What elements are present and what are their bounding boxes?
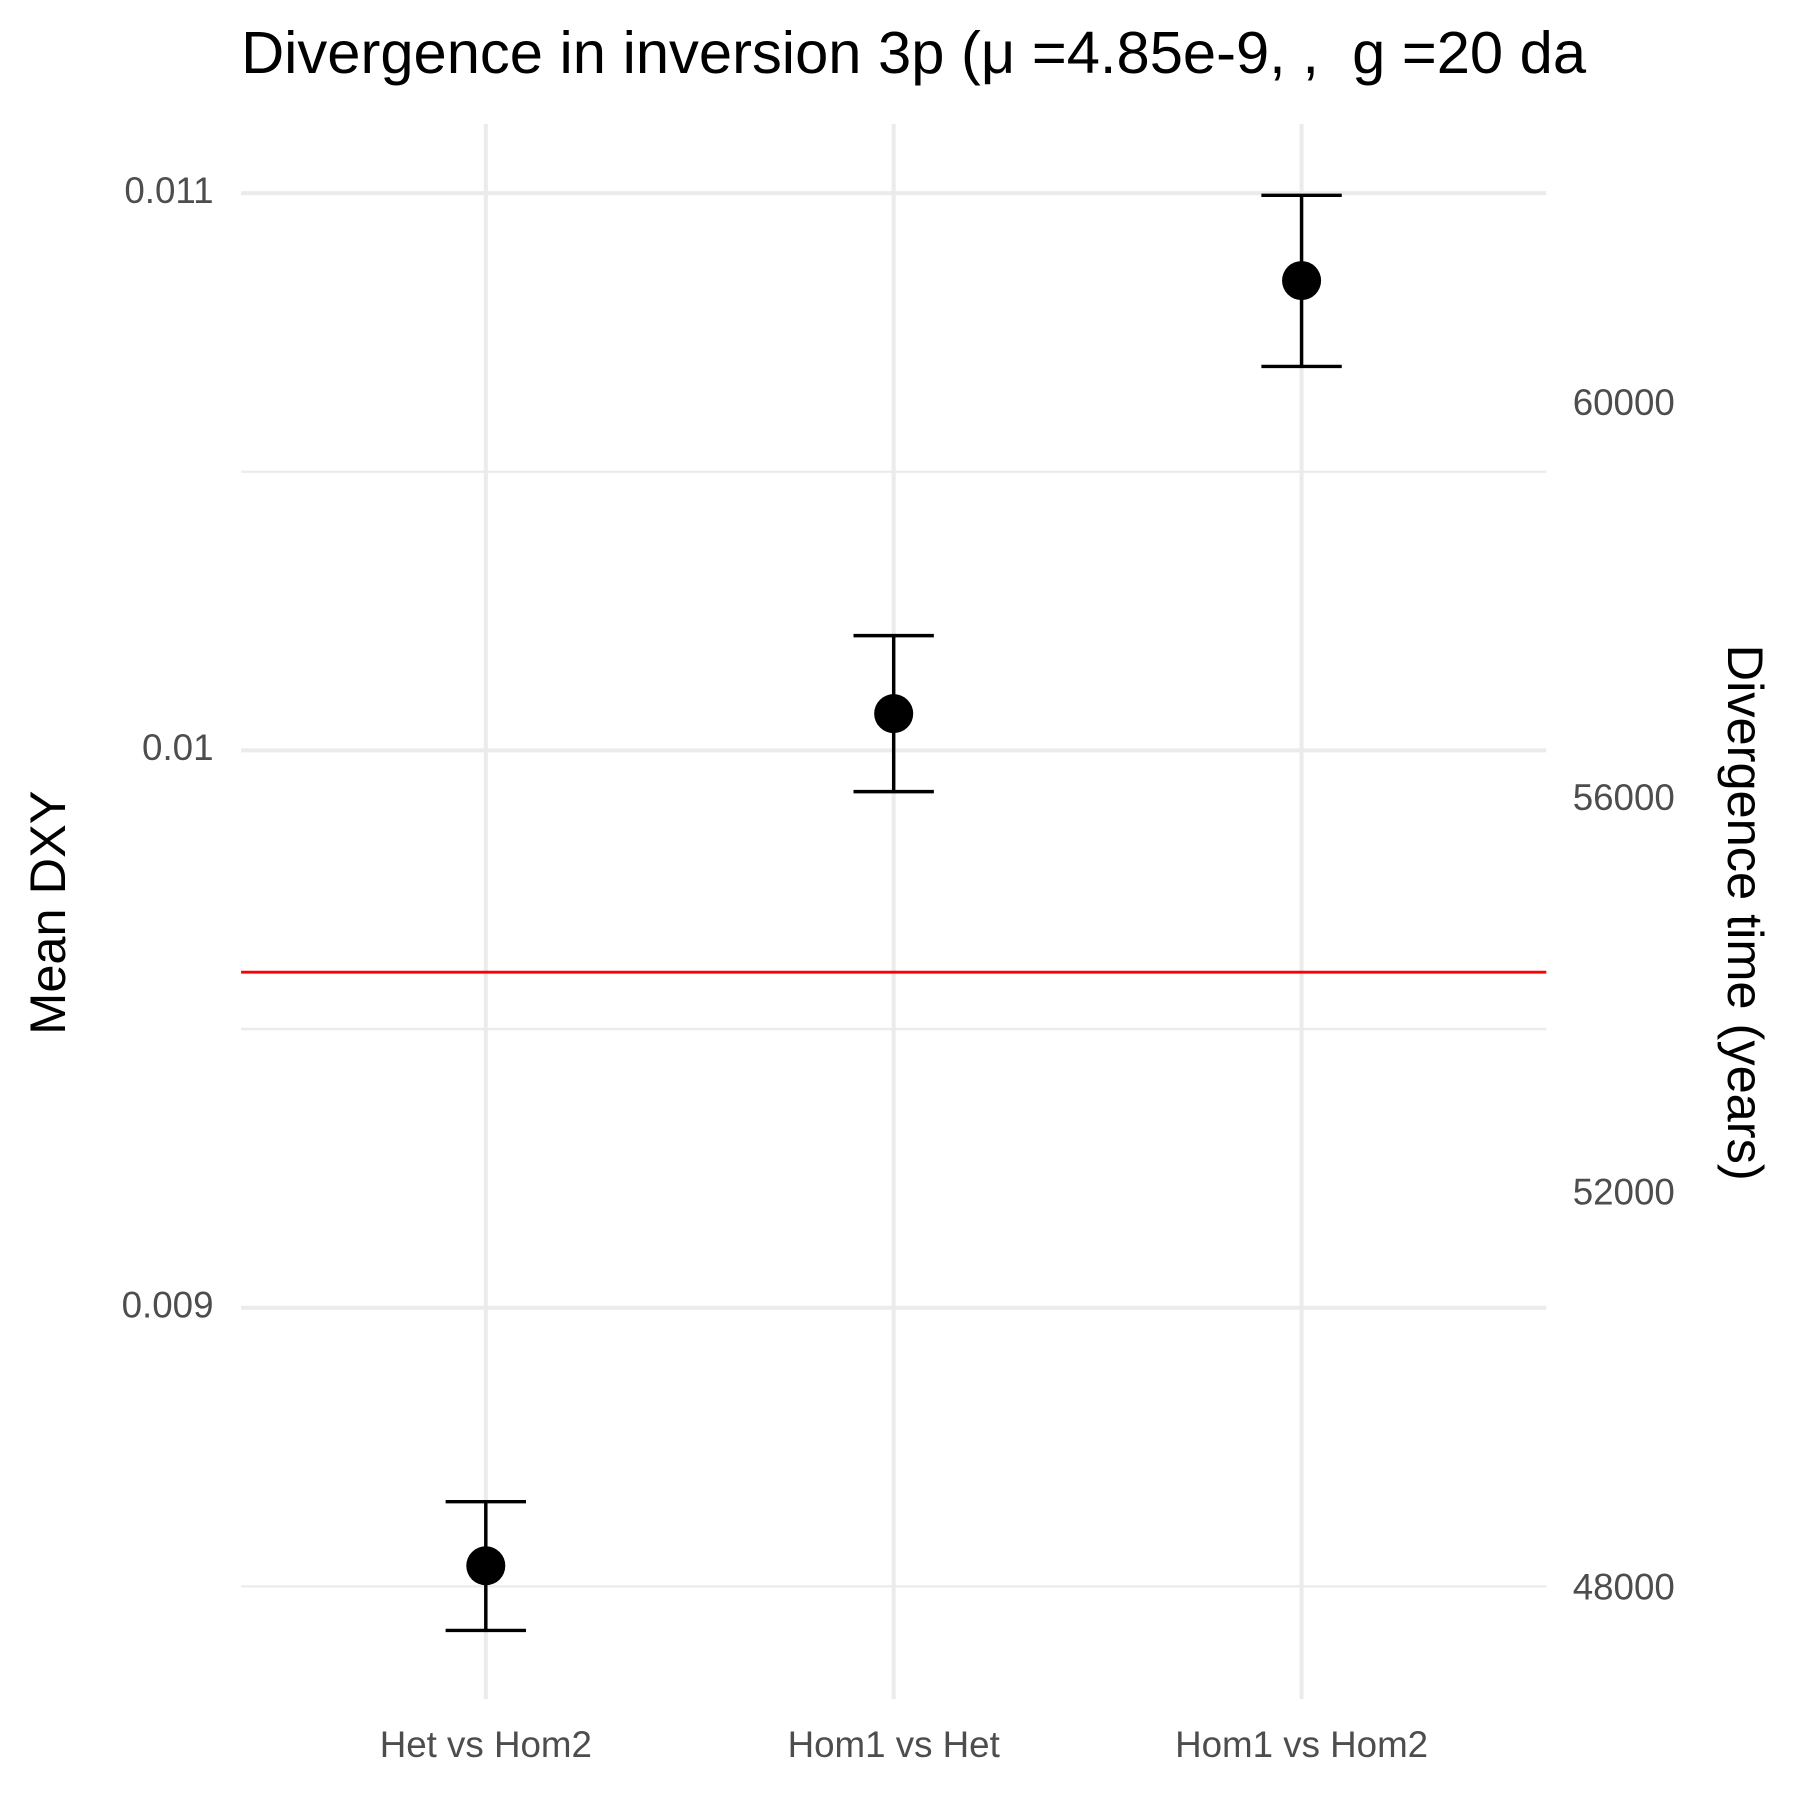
y2-tick-label: 60000 — [1573, 382, 1675, 423]
y-tick-label: 0.01 — [142, 727, 213, 768]
point — [1282, 261, 1322, 301]
point — [874, 694, 914, 734]
y-tick-label: 0.009 — [122, 1284, 214, 1325]
y2-axis-title: Divergence time (years) — [1717, 645, 1774, 1181]
x-tick-label: Het vs Hom2 — [380, 1724, 592, 1765]
y-axis-title: Mean DXY — [19, 791, 76, 1035]
x-tick-label: Hom1 vs Hom2 — [1175, 1724, 1428, 1765]
y2-tick-label: 52000 — [1573, 1172, 1675, 1213]
y2-tick-label: 56000 — [1573, 777, 1675, 818]
point — [466, 1546, 506, 1586]
y2-tick-label: 48000 — [1573, 1567, 1675, 1608]
x-tick-label: Hom1 vs Het — [788, 1724, 1000, 1765]
y-tick-label: 0.011 — [124, 170, 213, 211]
chart-title: Divergence in inversion 3p (μ =4.85e-9, … — [241, 19, 1587, 86]
